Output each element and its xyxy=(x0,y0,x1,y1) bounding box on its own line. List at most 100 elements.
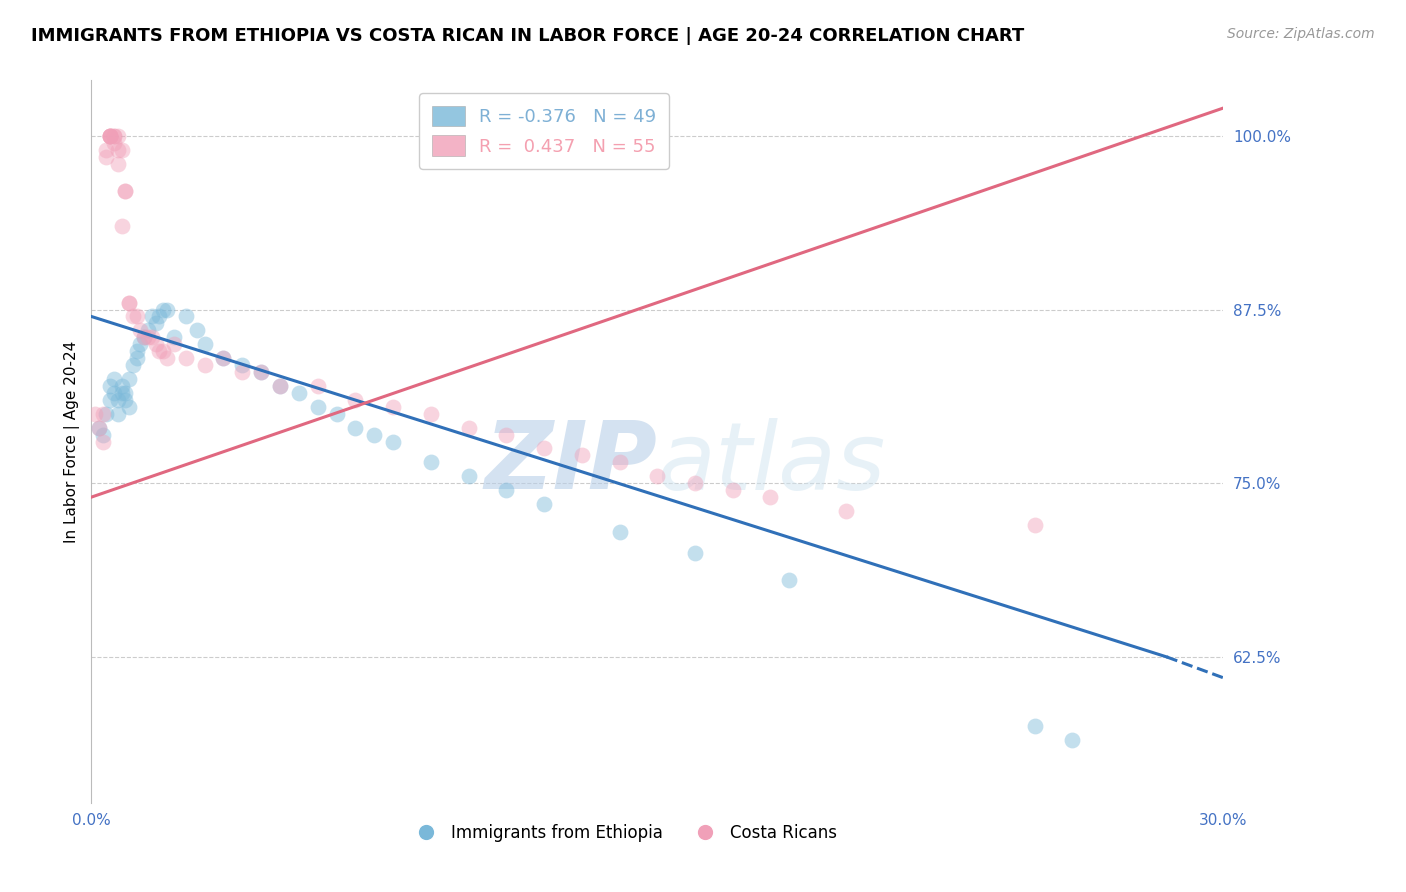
Point xyxy=(118,295,141,310)
Point xyxy=(134,330,156,344)
Point xyxy=(125,351,148,366)
Point xyxy=(118,372,141,386)
Point xyxy=(307,379,329,393)
Point xyxy=(344,392,367,407)
Point xyxy=(835,504,858,518)
Point xyxy=(778,574,800,588)
Point xyxy=(107,143,129,157)
Point xyxy=(163,330,186,344)
Point xyxy=(125,344,148,359)
Point xyxy=(163,337,186,351)
Y-axis label: In Labor Force | Age 20-24: In Labor Force | Age 20-24 xyxy=(65,341,80,542)
Point xyxy=(114,392,136,407)
Point xyxy=(193,358,217,372)
Point xyxy=(110,379,132,393)
Point xyxy=(344,420,367,434)
Point xyxy=(96,143,118,157)
Point xyxy=(156,302,179,317)
Point xyxy=(250,365,273,379)
Point xyxy=(645,469,668,483)
Point xyxy=(91,407,114,421)
Point xyxy=(495,483,517,498)
Point xyxy=(107,128,129,143)
Point xyxy=(122,358,145,372)
Point xyxy=(419,407,441,421)
Point xyxy=(87,420,110,434)
Point xyxy=(91,427,114,442)
Point xyxy=(457,420,479,434)
Point xyxy=(98,379,121,393)
Point xyxy=(269,379,291,393)
Point xyxy=(1062,733,1084,747)
Point xyxy=(250,365,273,379)
Point xyxy=(98,128,121,143)
Point xyxy=(419,455,441,469)
Point xyxy=(683,476,706,491)
Point xyxy=(212,351,235,366)
Point xyxy=(129,337,152,351)
Point xyxy=(382,400,405,414)
Point xyxy=(122,310,145,324)
Point xyxy=(114,385,136,400)
Point xyxy=(118,400,141,414)
Point xyxy=(533,497,555,511)
Text: Source: ZipAtlas.com: Source: ZipAtlas.com xyxy=(1227,27,1375,41)
Point xyxy=(148,344,170,359)
Point xyxy=(98,128,121,143)
Point xyxy=(148,310,170,324)
Point xyxy=(145,337,167,351)
Point xyxy=(134,330,156,344)
Point xyxy=(84,407,107,421)
Point xyxy=(103,385,125,400)
Point xyxy=(721,483,744,498)
Point xyxy=(457,469,479,483)
Point xyxy=(103,128,125,143)
Point xyxy=(609,455,631,469)
Point xyxy=(96,407,118,421)
Point xyxy=(125,310,148,324)
Point xyxy=(1024,719,1046,733)
Point xyxy=(110,219,132,234)
Point xyxy=(107,392,129,407)
Point xyxy=(609,524,631,539)
Point xyxy=(98,128,121,143)
Point xyxy=(141,330,163,344)
Point xyxy=(683,546,706,560)
Point xyxy=(495,427,517,442)
Point xyxy=(186,323,208,337)
Point xyxy=(107,407,129,421)
Legend: Immigrants from Ethiopia, Costa Ricans: Immigrants from Ethiopia, Costa Ricans xyxy=(404,817,844,848)
Point xyxy=(152,344,174,359)
Point xyxy=(307,400,329,414)
Point xyxy=(231,365,253,379)
Point xyxy=(231,358,253,372)
Point xyxy=(145,317,167,331)
Point xyxy=(110,143,132,157)
Text: ZIP: ZIP xyxy=(485,417,657,509)
Point xyxy=(91,434,114,449)
Point xyxy=(193,337,217,351)
Point xyxy=(1024,517,1046,532)
Point xyxy=(114,185,136,199)
Text: atlas: atlas xyxy=(657,417,886,508)
Point xyxy=(269,379,291,393)
Point xyxy=(136,323,159,337)
Point xyxy=(103,372,125,386)
Point xyxy=(118,295,141,310)
Point xyxy=(107,156,129,170)
Point xyxy=(129,323,152,337)
Point xyxy=(98,392,121,407)
Point xyxy=(533,442,555,456)
Point xyxy=(152,302,174,317)
Point xyxy=(136,330,159,344)
Point xyxy=(759,490,782,504)
Point xyxy=(96,150,118,164)
Point xyxy=(571,449,593,463)
Point xyxy=(110,385,132,400)
Point xyxy=(156,351,179,366)
Point xyxy=(87,420,110,434)
Point xyxy=(382,434,405,449)
Point xyxy=(288,385,311,400)
Point xyxy=(98,128,121,143)
Point xyxy=(98,128,121,143)
